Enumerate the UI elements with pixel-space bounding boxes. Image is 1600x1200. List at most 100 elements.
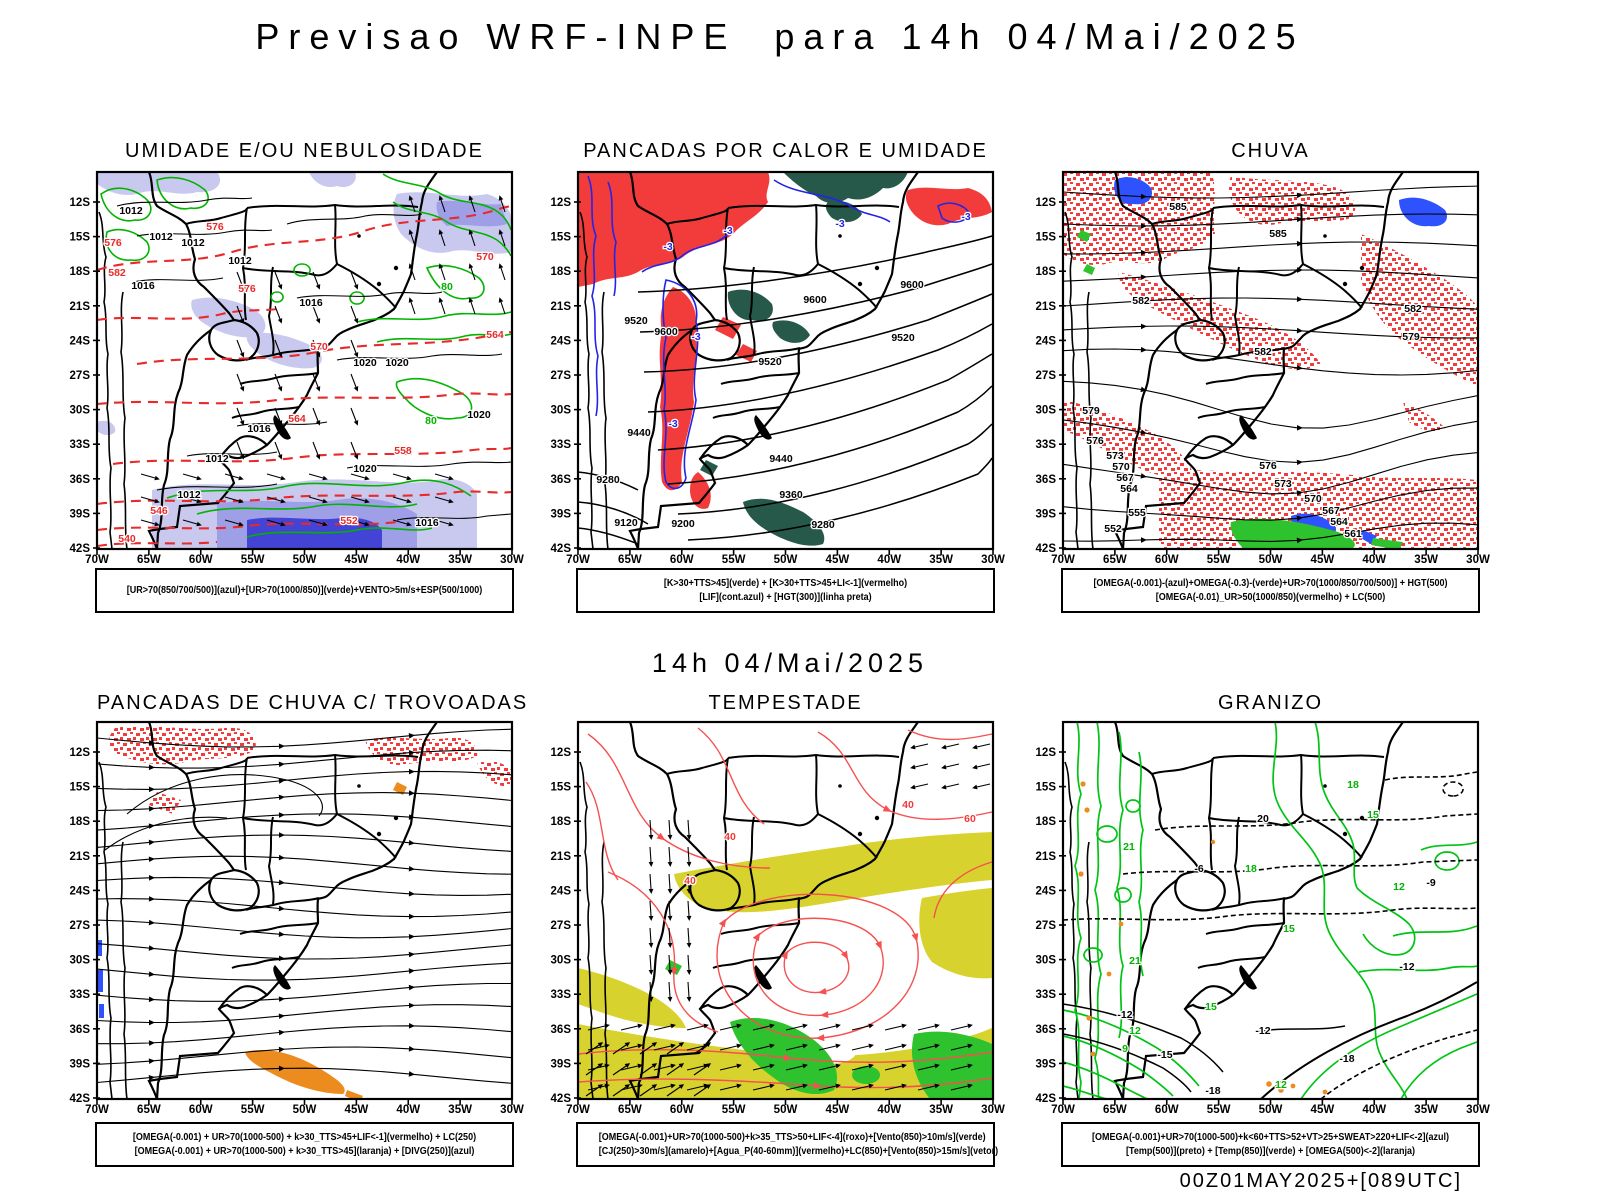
svg-text:1012: 1012: [177, 489, 201, 501]
svg-text:21S: 21S: [551, 301, 572, 313]
panel-title-chuva: CHUVA: [1231, 140, 1310, 162]
svg-text:1012: 1012: [149, 231, 173, 243]
svg-text:30S: 30S: [551, 405, 572, 417]
svg-text:570: 570: [476, 251, 494, 263]
temp850-green-contours: [1063, 722, 1478, 1099]
svg-text:27S: 27S: [70, 370, 91, 382]
red-streamlines: [578, 727, 993, 1090]
svg-text:45W: 45W: [826, 1104, 850, 1116]
svg-text:36S: 36S: [70, 474, 91, 486]
svg-text:45W: 45W: [1311, 554, 1335, 566]
caption-line: [LIF](cont.azul) + [HGT(300)](linha pret…: [699, 591, 872, 603]
svg-text:567: 567: [1116, 472, 1134, 484]
svg-text:70W: 70W: [85, 1104, 109, 1116]
svg-text:65W: 65W: [618, 554, 642, 566]
svg-text:60W: 60W: [189, 1104, 213, 1116]
svg-text:-15: -15: [1157, 1049, 1172, 1061]
red-speckle-areas: [109, 726, 511, 814]
svg-text:24S: 24S: [551, 335, 572, 347]
panel-title-granizo: GRANIZO: [1217, 692, 1324, 714]
contour-labels: 1012101257658210161012576576101210165708…: [103, 204, 505, 547]
caption-line: [Temp(500)](preto) + [Temp(850)](verde) …: [1126, 1145, 1415, 1157]
wind-arrows: [140, 195, 506, 527]
svg-text:55W: 55W: [241, 1104, 265, 1116]
svg-text:576: 576: [238, 283, 256, 295]
svg-text:9120: 9120: [614, 517, 638, 529]
caption-line: [OMEGA(-0.001)+UR>70(1000-500)+k>35_TTS>…: [598, 1131, 986, 1143]
svg-text:42S: 42S: [1036, 543, 1057, 555]
hgt300-contours: [578, 235, 993, 545]
contour-labels: 40 40 40 60: [683, 798, 977, 889]
svg-text:573: 573: [1274, 478, 1292, 490]
caption-line: [OMEGA(-0.001) + UR>70(1000-500) + k>30_…: [132, 1131, 477, 1143]
svg-text:1012: 1012: [119, 205, 143, 217]
svg-text:9600: 9600: [654, 326, 678, 338]
svg-text:12: 12: [1129, 1025, 1141, 1037]
svg-text:42S: 42S: [70, 1093, 91, 1105]
lon-axis: 70W 65W 60W 55W 50W 45W 40W 35W 30W: [85, 1099, 524, 1116]
svg-text:9520: 9520: [758, 356, 782, 368]
svg-text:1016: 1016: [415, 517, 439, 529]
omega-orange-dots: [1078, 781, 1328, 1095]
svg-text:564: 564: [1330, 516, 1348, 528]
svg-text:1016: 1016: [247, 423, 271, 435]
svg-text:30W: 30W: [1466, 1104, 1490, 1116]
mid-date-label: 14h 04/Mai/2025: [651, 648, 929, 678]
svg-text:40: 40: [684, 875, 696, 887]
svg-text:9600: 9600: [803, 294, 827, 306]
svg-text:-3: -3: [961, 211, 970, 223]
svg-text:33S: 33S: [70, 989, 91, 1001]
svg-text:570: 570: [1112, 461, 1130, 473]
svg-text:9520: 9520: [891, 332, 915, 344]
svg-text:1020: 1020: [353, 357, 377, 369]
svg-text:582: 582: [1132, 295, 1150, 307]
contour-labels: -3 -3 -3 -3 -3 -3 9600 9600 9520 9520 9520 9600 9440…: [595, 210, 972, 533]
svg-text:12S: 12S: [551, 197, 572, 209]
svg-text:80: 80: [441, 281, 453, 293]
svg-text:555: 555: [1128, 507, 1146, 519]
caption-box-pancadas-calor: [K>30+TTS>45](verde) + [K>30+TTS>45+LI<-…: [576, 568, 995, 613]
svg-text:582: 582: [1404, 303, 1422, 315]
lat-axis: 12S 15S 18S 21S 24S 27S 30S 33S 36S 39S 42S: [1036, 747, 1066, 1105]
lat-axis: 12S 15S 18S 21S 24S 27S 30S 33S 36S 39S 42S: [1036, 197, 1066, 555]
svg-text:55W: 55W: [1207, 554, 1231, 566]
lat-axis: 12S 15S 18S 21S 24S 27S 30S 33S 36S 39S 42S: [551, 747, 581, 1105]
svg-text:45W: 45W: [345, 1104, 369, 1116]
svg-text:39S: 39S: [70, 508, 91, 520]
svg-text:33S: 33S: [1036, 439, 1057, 451]
svg-text:9280: 9280: [811, 519, 835, 531]
svg-text:21S: 21S: [70, 301, 91, 313]
svg-text:18: 18: [1347, 779, 1359, 791]
svg-text:24S: 24S: [1036, 885, 1057, 897]
caption-box-trovoadas: [OMEGA(-0.001) + UR>70(1000-500) + k>30_…: [95, 1122, 514, 1167]
svg-text:15: 15: [1367, 809, 1379, 821]
svg-text:55W: 55W: [722, 554, 746, 566]
svg-text:15S: 15S: [551, 782, 572, 794]
svg-text:24S: 24S: [1036, 335, 1057, 347]
svg-text:576: 576: [1259, 460, 1277, 472]
svg-text:12S: 12S: [70, 197, 91, 209]
svg-text:564: 564: [486, 329, 504, 341]
svg-text:50W: 50W: [293, 1104, 317, 1116]
svg-text:-3: -3: [691, 331, 700, 343]
streamlines: [97, 728, 512, 1084]
svg-text:35W: 35W: [929, 554, 953, 566]
svg-text:582: 582: [108, 267, 126, 279]
svg-text:30W: 30W: [981, 1104, 1005, 1116]
svg-text:-6: -6: [1194, 863, 1203, 875]
svg-text:70W: 70W: [1051, 1104, 1075, 1116]
caption-line: [UR>70(850/700/500)](azul)+[UR>70(1000/8…: [126, 584, 483, 596]
svg-text:9600: 9600: [900, 279, 924, 291]
svg-text:30W: 30W: [500, 554, 524, 566]
map-canvas-trovoadas: 12S 15S 18S 21S 24S 27S 30S 33S 36S 39S 42S 70W 65W…: [70, 720, 524, 1116]
svg-text:35W: 35W: [929, 1104, 953, 1116]
svg-text:30S: 30S: [70, 405, 91, 417]
svg-text:42S: 42S: [1036, 1093, 1057, 1105]
page-title: Previsao WRF-INPE para 14h 04/Mai/2025: [255, 16, 1305, 57]
red-instability-areas: [578, 172, 992, 509]
svg-text:18S: 18S: [551, 266, 572, 278]
svg-text:24S: 24S: [70, 885, 91, 897]
panel-title-trovoadas: PANCADAS DE CHUVA C/ TROVOADAS: [97, 692, 529, 714]
svg-text:15S: 15S: [551, 232, 572, 244]
svg-text:70W: 70W: [566, 1104, 590, 1116]
